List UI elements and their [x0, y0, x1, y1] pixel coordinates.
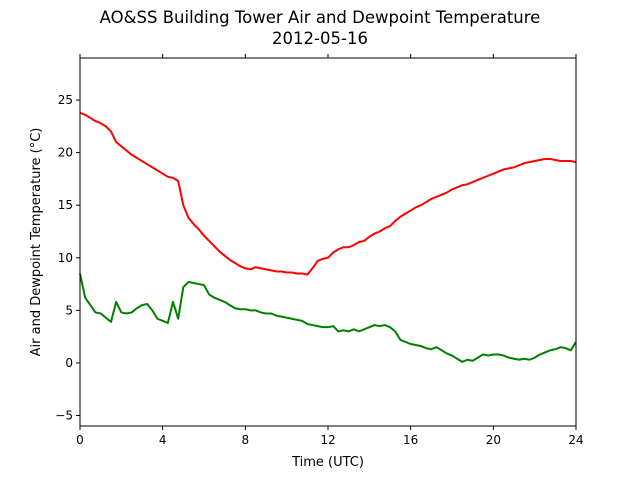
y-axis: −5 0 5 10 15 20 25	[55, 93, 80, 422]
x-tick-label: 24	[568, 433, 583, 447]
y-tick-label: 15	[58, 198, 73, 212]
plot-frame	[79, 57, 577, 427]
x-axis-label: Time (UTC)	[291, 455, 364, 470]
y-tick-label: 10	[58, 251, 73, 265]
air-temperature-line	[79, 111, 577, 276]
y-axis-label: Air and Dewpoint Temperature (°C)	[29, 128, 44, 357]
y-tick-label: 0	[65, 356, 73, 370]
series-layer	[79, 111, 577, 363]
x-tick-label: 4	[159, 433, 167, 447]
x-axis: 0 4 8 12 16 20 24	[76, 54, 584, 447]
x-tick-label: 20	[486, 433, 501, 447]
x-tick-label: 12	[320, 433, 335, 447]
x-tick-label: 16	[403, 433, 418, 447]
x-tick-label: 0	[76, 433, 84, 447]
y-tick-label: −5	[55, 408, 73, 422]
x-tick-label: 8	[242, 433, 250, 447]
y-tick-label: 25	[58, 93, 73, 107]
chart-subtitle: 2012-05-16	[272, 29, 368, 48]
chart-title: AO&SS Building Tower Air and Dewpoint Te…	[99, 8, 541, 27]
dewpoint-temperature-line	[79, 273, 577, 363]
y-tick-label: 5	[65, 303, 73, 317]
y-tick-label: 20	[58, 146, 73, 160]
